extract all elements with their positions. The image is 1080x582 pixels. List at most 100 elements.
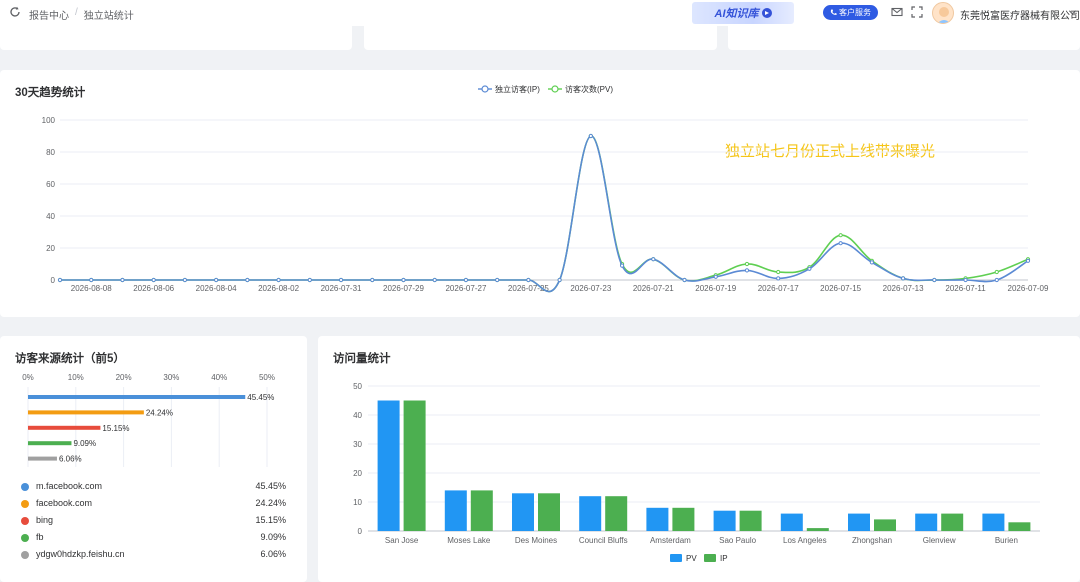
data-point: [432, 277, 437, 283]
x-tick-label: 2026-07-09: [1008, 284, 1049, 293]
trend-panel: 30天趋势统计 独立站七月份正式上线带来曝光 0 20 40 60 80 100 2026-…: [0, 70, 1080, 317]
data-point: [776, 269, 781, 275]
bar: [1008, 522, 1031, 531]
breadcrumb-item-current: 独立站统计: [83, 11, 134, 22]
x-tick-label: 2026-07-25: [508, 284, 549, 293]
breadcrumb-separator: /: [75, 7, 78, 18]
data-point: [307, 277, 312, 283]
list-item: m.facebook.com 45.45%: [18, 480, 290, 497]
x-tick-label: 2026-07-15: [820, 284, 861, 293]
data-point: [276, 277, 281, 283]
legend-dot: [21, 534, 29, 542]
x-tick-label: Des Moines: [515, 536, 557, 545]
top-header: 报告中心 / 独立站统计 AI知识库 客户服务 东莞悦富医疗器械有限公司: [0, 0, 1080, 26]
source-percent: 24.24%: [255, 498, 286, 508]
bar: [848, 513, 870, 531]
data-point: [900, 276, 906, 281]
x-tick-label: 0%: [22, 373, 34, 382]
data-point: [744, 268, 750, 273]
y-tick-label: 80: [46, 148, 55, 157]
y-tick-label: 0: [51, 276, 56, 285]
bar-value-label: 24.24%: [146, 408, 173, 417]
legend-dot: [21, 551, 29, 559]
avatar[interactable]: [932, 2, 954, 24]
refresh-icon[interactable]: [9, 6, 21, 18]
list-item: bing 15.15%: [18, 514, 290, 531]
x-tick-label: 2026-07-31: [321, 284, 362, 293]
x-tick-label: 2026-07-21: [633, 284, 674, 293]
data-point: [151, 277, 156, 283]
chevron-down-icon[interactable]: [1068, 8, 1077, 17]
x-tick-label: Zhongshan: [852, 536, 892, 545]
x-tick-label: Amsterdam: [650, 536, 691, 545]
x-tick-label: Glenview: [923, 536, 956, 545]
bar: [579, 496, 602, 531]
x-tick-label: 2026-07-11: [945, 284, 986, 293]
sources-title: 访客来源统计（前5）: [15, 353, 125, 365]
data-point: [1025, 258, 1031, 263]
x-tick-label: 2026-07-13: [883, 284, 924, 293]
customer-service-button[interactable]: 客户服务: [823, 5, 878, 20]
arrow-right-icon: [761, 8, 772, 18]
x-tick-label: 2026-08-02: [258, 284, 299, 293]
sources-panel: 访客来源统计（前5） 0% 10% 20% 30% 40% 50% 45.45% 24.24%…: [0, 336, 307, 582]
data-point: [526, 277, 531, 283]
legend-label: 独立访客(IP): [495, 84, 540, 94]
sources-chart: 0% 10% 20% 30% 40% 50% 45.45% 24.24% 15.15% 9.09%…: [22, 373, 275, 467]
stat-card-3: [728, 26, 1080, 50]
x-tick-label: Council Bluffs: [579, 536, 628, 545]
bar-value-label: 6.06%: [59, 455, 82, 464]
bar: [713, 510, 736, 531]
x-tick-label: Moses Lake: [447, 536, 491, 545]
data-point: [588, 133, 593, 139]
legend-label: 访客次数(PV): [565, 84, 613, 94]
source-name: m.facebook.com: [36, 481, 103, 491]
x-tick-label: 40%: [211, 373, 227, 382]
data-point: [120, 277, 125, 283]
data-point: [807, 266, 812, 271]
bar: [403, 400, 426, 531]
legend-swatch: [670, 554, 682, 562]
bar: [982, 513, 1005, 531]
legend-label: IP: [720, 554, 728, 563]
bar: [28, 441, 72, 446]
data-point: [57, 277, 63, 283]
bar: [874, 519, 896, 531]
source-percent: 9.09%: [260, 532, 286, 542]
bar: [512, 493, 534, 531]
legend-dot: [21, 517, 29, 525]
customer-service-label: 客户服务: [839, 8, 871, 17]
x-tick-label: 2026-07-23: [570, 284, 611, 293]
x-tick-label: Sao Paulo: [719, 536, 756, 545]
y-tick-label: 20: [46, 244, 55, 253]
list-item: ydgw0hdzkp.feishu.cn 6.06%: [18, 548, 290, 565]
data-point: [182, 277, 188, 283]
bar-value-label: 9.09%: [73, 439, 96, 448]
bar: [377, 400, 400, 531]
x-tick-label: 2026-08-06: [133, 284, 174, 293]
x-tick-label: 2026-08-08: [71, 284, 112, 293]
bar-value-label: 45.45%: [247, 393, 274, 402]
x-tick-label: 30%: [163, 373, 179, 382]
data-point: [463, 277, 469, 283]
ai-banner-label: AI知识库: [714, 8, 759, 20]
mail-icon[interactable]: [891, 6, 903, 18]
bar: [806, 528, 829, 531]
y-tick-label: 10: [353, 498, 362, 507]
data-point: [838, 233, 843, 238]
data-point: [557, 277, 562, 283]
fullscreen-icon[interactable]: [911, 6, 923, 18]
x-tick-label: 2026-07-27: [445, 284, 486, 293]
ai-knowledge-base-banner[interactable]: AI知识库: [692, 2, 794, 24]
y-tick-label: 40: [46, 212, 55, 221]
bar: [470, 490, 493, 531]
source-percent: 6.06%: [260, 549, 286, 559]
data-point: [838, 241, 843, 246]
company-name[interactable]: 东莞悦富医疗器械有限公司: [960, 11, 1080, 22]
data-point: [89, 277, 94, 283]
breadcrumb: 报告中心 / 独立站统计: [29, 7, 134, 22]
breadcrumb-item-report-center[interactable]: 报告中心: [29, 11, 69, 22]
source-percent: 45.45%: [255, 481, 286, 491]
y-tick-label: 100: [42, 116, 56, 125]
